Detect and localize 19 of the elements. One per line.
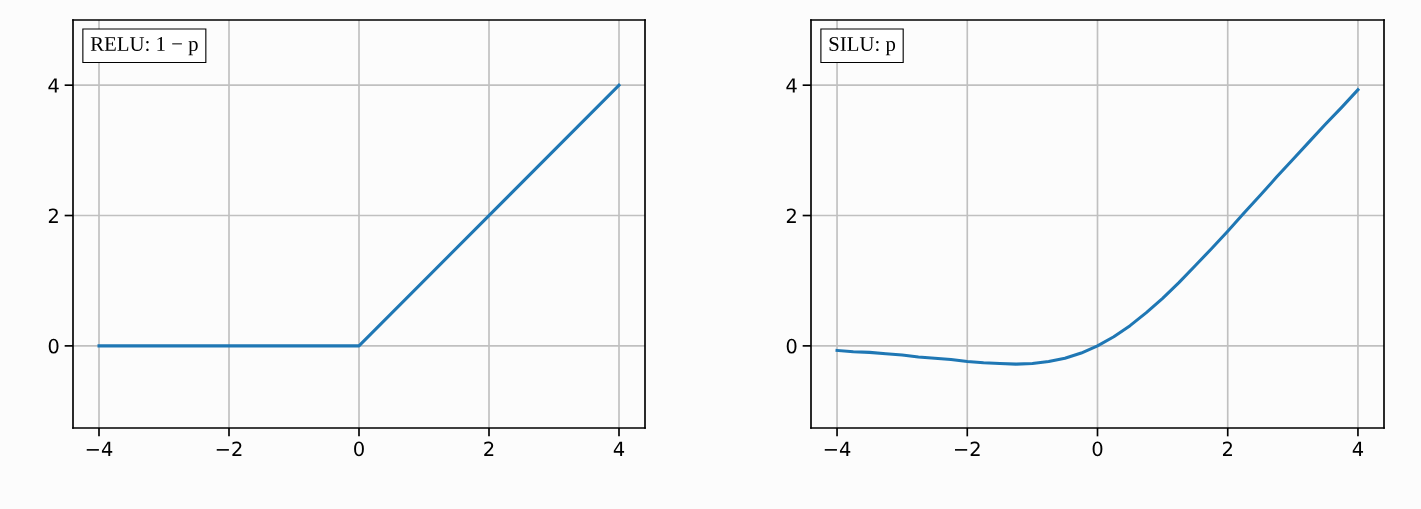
x-tick-label: 0 xyxy=(1092,441,1103,457)
x-tick-label: 0 xyxy=(354,441,364,457)
y-tick-label: 2 xyxy=(786,208,796,223)
y-tick-label: 4 xyxy=(48,78,59,93)
x-tick-label: −4 xyxy=(86,441,113,456)
x-tick-label: −2 xyxy=(216,441,242,456)
x-tick-label: 4 xyxy=(613,441,625,456)
annotation: RELU: 1 − p xyxy=(90,37,198,56)
y-tick-label: 0 xyxy=(786,338,797,354)
y-tick-label: 0 xyxy=(48,338,59,354)
x-tick-label: −2 xyxy=(955,441,980,456)
x-tick-label: 4 xyxy=(1352,441,1364,456)
x-tick-label: −4 xyxy=(824,441,851,456)
annotation: SILU: p xyxy=(829,36,896,56)
line-series xyxy=(835,88,1360,366)
x-tick-label: 2 xyxy=(1222,441,1232,456)
x-tick-label: 2 xyxy=(484,441,494,456)
y-tick-label: 4 xyxy=(786,78,797,93)
y-tick-label: 2 xyxy=(48,208,58,223)
